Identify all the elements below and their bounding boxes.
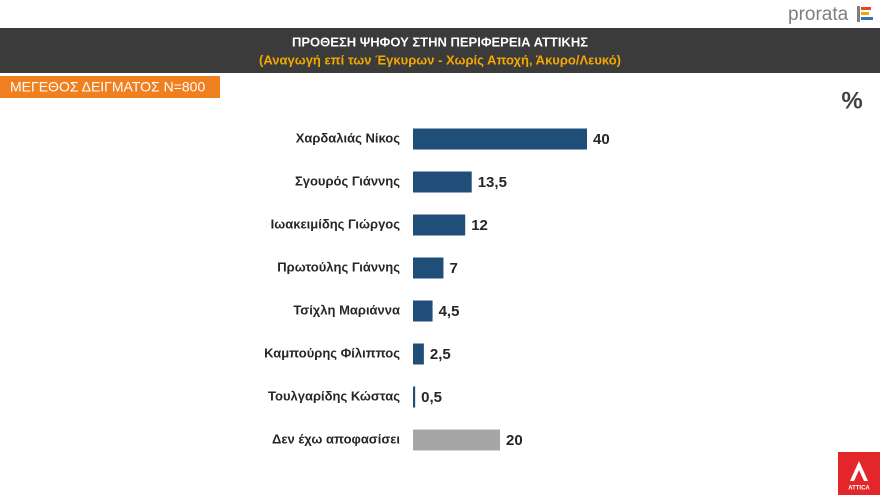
value-label: 0,5: [421, 389, 442, 406]
category-label: Πρωτούλης Γιάννης: [277, 259, 400, 274]
unit-label: %: [841, 87, 862, 114]
category-label: Ιωακειμίδης Γιώργος: [271, 216, 401, 231]
chart-title: ΠΡΟΘΕΣΗ ΨΗΦΟΥ ΣΤΗΝ ΠΕΡΙΦΕΡΕΙΑ ΑΤΤΙΚΗΣ: [292, 34, 588, 49]
sample-box: [0, 76, 220, 98]
bar: [413, 386, 416, 408]
category-label: Δεν έχω αποφασίσει: [272, 431, 400, 446]
brand-logo: prorata: [788, 4, 849, 25]
chart-subtitle: (Αναγωγή επί των Έγκυρων - Χωρίς Αποχή, …: [259, 52, 621, 67]
bar: [413, 128, 587, 150]
value-label: 12: [471, 217, 488, 234]
value-label: 7: [449, 260, 457, 277]
value-label: 20: [506, 432, 523, 449]
value-label: 4,5: [439, 303, 460, 320]
bar: [413, 343, 424, 365]
bar: [413, 429, 500, 451]
attica-logo: ATTICA: [838, 452, 880, 495]
bar: [413, 171, 472, 193]
category-label: Χαρδαλιάς Νίκος: [296, 130, 401, 145]
value-label: 13,5: [478, 174, 507, 191]
category-label: Σγουρός Γιάννης: [295, 173, 400, 188]
category-label: Τουλγαρίδης Κώστας: [268, 388, 400, 403]
brand-icon: [857, 6, 873, 22]
header-bar: [0, 28, 880, 73]
category-label: Τσίχλη Μαριάννα: [293, 302, 400, 317]
bar: [413, 300, 433, 322]
bar: [413, 214, 466, 236]
sample-label: ΜΕΓΕΘΟΣ ΔΕΙΓΜΑΤΟΣ Ν=800: [10, 79, 205, 95]
value-label: 40: [593, 131, 610, 148]
category-label: Καμπούρης Φίλιππος: [264, 345, 400, 360]
bar: [413, 257, 444, 279]
value-label: 2,5: [430, 346, 451, 363]
attica-text: ATTICA: [848, 486, 870, 492]
